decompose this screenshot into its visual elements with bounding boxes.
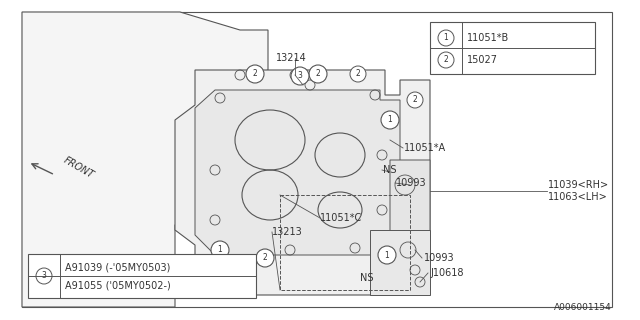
Circle shape xyxy=(378,246,396,264)
Text: 1: 1 xyxy=(444,34,449,43)
Text: A91055 ('05MY0502-): A91055 ('05MY0502-) xyxy=(65,280,171,290)
Text: 13213: 13213 xyxy=(272,227,303,237)
Polygon shape xyxy=(195,90,400,255)
Text: NS: NS xyxy=(360,273,374,283)
Bar xyxy=(28,254,256,298)
Text: 15027: 15027 xyxy=(467,55,498,65)
Text: 11039<RH>: 11039<RH> xyxy=(548,180,609,190)
Text: 3: 3 xyxy=(298,71,303,81)
Text: J10618: J10618 xyxy=(430,268,463,278)
Text: 1: 1 xyxy=(388,116,392,124)
Circle shape xyxy=(350,66,366,82)
Text: 2: 2 xyxy=(413,95,417,105)
Text: 2: 2 xyxy=(444,55,449,65)
Circle shape xyxy=(36,268,52,284)
Text: 11051*C: 11051*C xyxy=(320,213,362,223)
Polygon shape xyxy=(390,160,430,260)
Text: 10993: 10993 xyxy=(424,253,454,263)
Bar xyxy=(280,195,410,290)
Text: 11051*B: 11051*B xyxy=(467,33,509,43)
Circle shape xyxy=(246,65,264,83)
Circle shape xyxy=(309,65,327,83)
Circle shape xyxy=(256,249,274,267)
Text: A006001154: A006001154 xyxy=(554,303,612,312)
Circle shape xyxy=(407,92,423,108)
Text: 13214: 13214 xyxy=(276,53,307,63)
Text: A91039 (-'05MY0503): A91039 (-'05MY0503) xyxy=(65,262,170,272)
Text: 10993: 10993 xyxy=(396,178,427,188)
Text: 3: 3 xyxy=(42,271,47,281)
Circle shape xyxy=(381,111,399,129)
Polygon shape xyxy=(22,12,268,307)
Circle shape xyxy=(211,241,229,259)
Text: NS: NS xyxy=(383,165,397,175)
Circle shape xyxy=(438,52,454,68)
Text: 2: 2 xyxy=(253,69,257,78)
Text: 1: 1 xyxy=(218,245,222,254)
Circle shape xyxy=(438,30,454,46)
Polygon shape xyxy=(370,230,430,295)
Text: 2: 2 xyxy=(316,69,321,78)
Text: 2: 2 xyxy=(356,69,360,78)
Text: 1: 1 xyxy=(385,251,389,260)
Text: 2: 2 xyxy=(262,253,268,262)
Text: 11063<LH>: 11063<LH> xyxy=(548,192,608,202)
Text: 11051*A: 11051*A xyxy=(404,143,446,153)
Text: FRONT: FRONT xyxy=(62,155,96,181)
Bar xyxy=(430,22,595,74)
Circle shape xyxy=(291,67,309,85)
Polygon shape xyxy=(175,70,430,295)
